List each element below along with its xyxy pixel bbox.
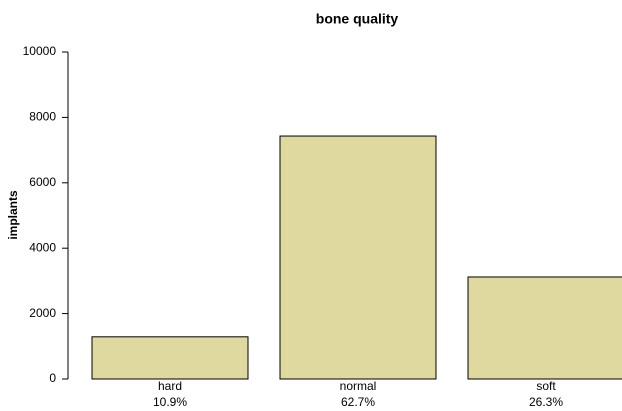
x-tick-sublabel: 62.7% (341, 395, 375, 409)
x-tick-label: normal (340, 379, 377, 393)
bar (91, 336, 249, 380)
y-axis-label: implants (6, 190, 20, 240)
x-tick-sublabel: 26.3% (529, 395, 563, 409)
x-tick-sublabel: 10.9% (153, 395, 187, 409)
chart-title: bone quality (316, 11, 399, 27)
x-tick-label: hard (158, 379, 182, 393)
y-tick-label: 10000 (23, 44, 57, 58)
y-tick-label: 8000 (29, 110, 56, 124)
y-tick-label: 2000 (29, 306, 56, 320)
y-tick-label: 6000 (29, 175, 56, 189)
y-tick-label: 4000 (29, 240, 56, 254)
bar (279, 135, 437, 380)
x-tick-label: soft (536, 379, 556, 393)
y-tick-label: 0 (49, 371, 56, 385)
bar (467, 276, 622, 380)
